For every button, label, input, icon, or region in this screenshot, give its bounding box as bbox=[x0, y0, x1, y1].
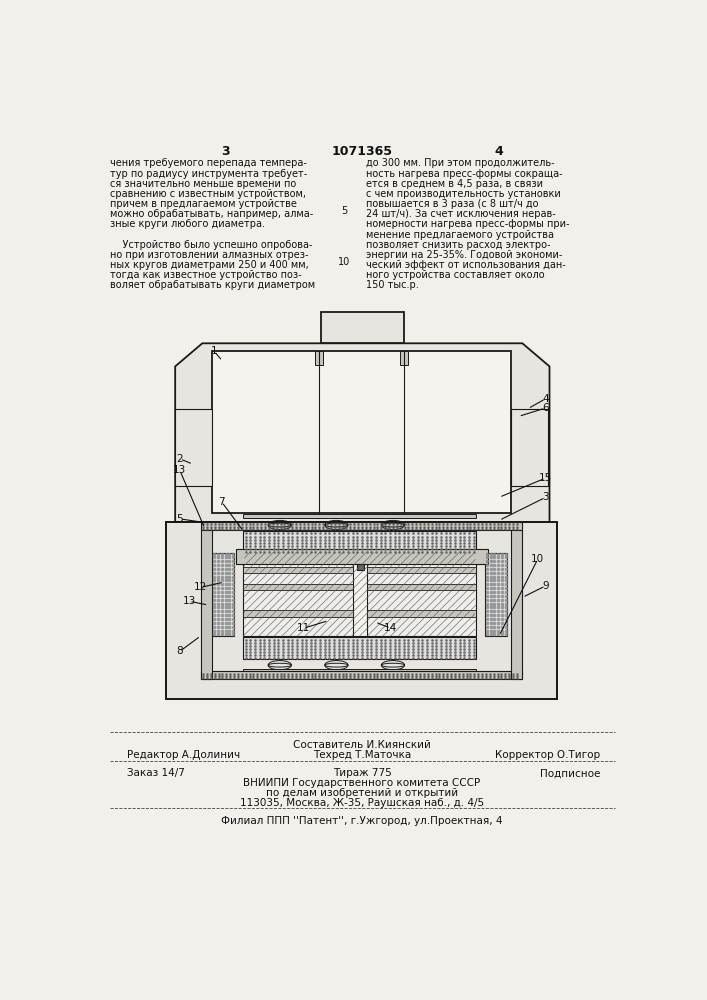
Text: 15: 15 bbox=[539, 473, 552, 483]
Text: Филиал ППП ''Патент'', г.Ужгород, ул.Проектная, 4: Филиал ППП ''Патент'', г.Ужгород, ул.Про… bbox=[221, 816, 503, 826]
Bar bbox=[367, 610, 476, 617]
Text: Редактор А.Долинич: Редактор А.Долинич bbox=[127, 750, 240, 760]
Bar bbox=[243, 637, 476, 659]
Text: Подписное: Подписное bbox=[539, 768, 600, 778]
Text: 4: 4 bbox=[542, 394, 549, 404]
Bar bbox=[243, 567, 353, 573]
Text: 13: 13 bbox=[173, 465, 187, 475]
Bar bbox=[243, 669, 476, 673]
Text: 4: 4 bbox=[495, 145, 503, 158]
Text: до 300 мм. При этом продолжитель-: до 300 мм. При этом продолжитель- bbox=[366, 158, 554, 168]
Text: 2: 2 bbox=[177, 454, 183, 464]
Text: Составитель И.Киянский: Составитель И.Киянский bbox=[293, 740, 431, 750]
Text: ся значительно меньше времени по: ся значительно меньше времени по bbox=[110, 179, 296, 189]
Text: 7: 7 bbox=[218, 497, 225, 507]
Text: позволяет снизить расход электро-: позволяет снизить расход электро- bbox=[366, 240, 550, 250]
Bar bbox=[166, 522, 557, 699]
Bar bbox=[353, 553, 367, 636]
Bar bbox=[212, 553, 234, 636]
Text: 150 тыс.р.: 150 тыс.р. bbox=[366, 280, 419, 290]
Text: тур по радиусу инструмента требует-: тур по радиусу инструмента требует- bbox=[110, 169, 308, 179]
Text: 5: 5 bbox=[341, 206, 347, 216]
Text: можно обрабатывать, например, алма-: можно обрабатывать, например, алма- bbox=[110, 209, 313, 219]
Text: менение предлагаемого устройства: менение предлагаемого устройства bbox=[366, 230, 554, 240]
Text: 12: 12 bbox=[194, 582, 207, 592]
Bar bbox=[201, 530, 212, 679]
Bar bbox=[212, 351, 510, 513]
Bar bbox=[243, 553, 476, 636]
Text: повышается в 3 раза (с 8 шт/ч до: повышается в 3 раза (с 8 шт/ч до bbox=[366, 199, 538, 209]
Text: по делам изобретений и открытий: по делам изобретений и открытий bbox=[266, 788, 458, 798]
Text: 24 шт/ч). За счет исключения нерав-: 24 шт/ч). За счет исключения нерав- bbox=[366, 209, 556, 219]
Bar bbox=[243, 531, 476, 553]
Text: 3: 3 bbox=[221, 145, 230, 158]
Text: 11: 11 bbox=[297, 623, 310, 633]
Bar bbox=[510, 530, 522, 679]
Text: воляет обрабатывать круги диаметром: воляет обрабатывать круги диаметром bbox=[110, 280, 315, 290]
Text: 10: 10 bbox=[338, 257, 350, 267]
Text: тогда как известное устройство поз-: тогда как известное устройство поз- bbox=[110, 270, 302, 280]
Bar bbox=[485, 553, 507, 636]
Text: 5: 5 bbox=[177, 514, 183, 524]
Text: 10: 10 bbox=[532, 554, 544, 564]
Text: но при изготовлении алмазных отрез-: но при изготовлении алмазных отрез- bbox=[110, 250, 308, 260]
Bar bbox=[243, 514, 476, 518]
Text: сравнению с известным устройством,: сравнению с известным устройством, bbox=[110, 189, 306, 199]
Polygon shape bbox=[175, 343, 549, 522]
Text: ческий эффект от использования дан-: ческий эффект от использования дан- bbox=[366, 260, 566, 270]
Bar bbox=[321, 312, 404, 343]
Text: номерности нагрева пресс-формы при-: номерности нагрева пресс-формы при- bbox=[366, 219, 569, 229]
Bar bbox=[243, 610, 353, 617]
Text: 9: 9 bbox=[542, 581, 549, 591]
Text: 1071365: 1071365 bbox=[332, 145, 392, 158]
Text: Тираж 775: Тираж 775 bbox=[332, 768, 392, 778]
Text: ется в среднем в 4,5 раза, в связи: ется в среднем в 4,5 раза, в связи bbox=[366, 179, 543, 189]
Text: Заказ 14/7: Заказ 14/7 bbox=[127, 768, 185, 778]
Bar bbox=[367, 584, 476, 590]
Text: с чем производительность установки: с чем производительность установки bbox=[366, 189, 561, 199]
Bar bbox=[315, 351, 323, 365]
Text: энергии на 25-35%. Годовой экономи-: энергии на 25-35%. Годовой экономи- bbox=[366, 250, 562, 260]
Bar bbox=[510, 409, 548, 486]
Text: 13: 13 bbox=[182, 596, 196, 606]
Text: Техред Т.Маточка: Техред Т.Маточка bbox=[312, 750, 411, 760]
Bar bbox=[367, 567, 476, 573]
Text: Корректор О.Тигор: Корректор О.Тигор bbox=[495, 750, 600, 760]
Bar bbox=[235, 549, 488, 564]
Text: Устройство было успешно опробова-: Устройство было успешно опробова- bbox=[110, 240, 312, 250]
Text: чения требуемого перепада темпера-: чения требуемого перепада темпера- bbox=[110, 158, 307, 168]
Bar bbox=[175, 409, 212, 486]
Bar bbox=[356, 564, 364, 570]
Text: ного устройства составляет около: ного устройства составляет около bbox=[366, 270, 544, 280]
Bar bbox=[201, 671, 522, 679]
Text: 3: 3 bbox=[542, 492, 549, 502]
Text: ность нагрева пресс-формы сокраща-: ность нагрева пресс-формы сокраща- bbox=[366, 169, 563, 179]
Bar bbox=[400, 351, 408, 365]
Text: 14: 14 bbox=[384, 623, 397, 633]
Bar bbox=[201, 522, 522, 530]
Bar bbox=[243, 584, 353, 590]
Text: 6: 6 bbox=[542, 403, 549, 413]
Text: 8: 8 bbox=[177, 646, 183, 656]
Bar bbox=[166, 522, 557, 699]
Text: ных кругов диаметрами 250 и 400 мм,: ных кругов диаметрами 250 и 400 мм, bbox=[110, 260, 309, 270]
Text: 1: 1 bbox=[211, 346, 217, 356]
Text: ВНИИПИ Государственного комитета СССР: ВНИИПИ Государственного комитета СССР bbox=[243, 778, 481, 788]
Text: причем в предлагаемом устройстве: причем в предлагаемом устройстве bbox=[110, 199, 297, 209]
Text: 113035, Москва, Ж-35, Раушская наб., д. 4/5: 113035, Москва, Ж-35, Раушская наб., д. … bbox=[240, 798, 484, 808]
Text: зные круги любого диаметра.: зные круги любого диаметра. bbox=[110, 219, 265, 229]
